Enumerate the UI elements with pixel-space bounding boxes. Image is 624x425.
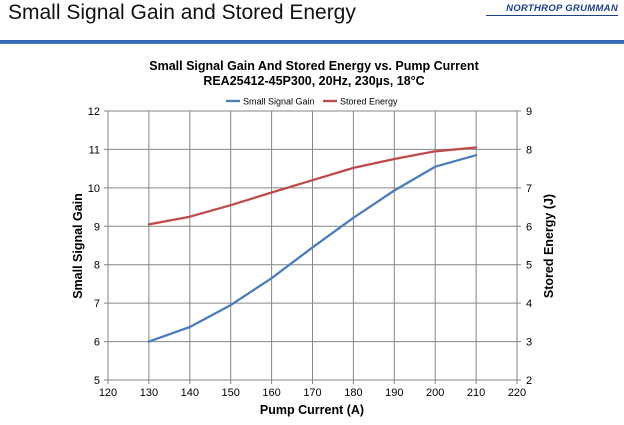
y2-tick-label: 4 xyxy=(526,298,532,310)
y2-tick-label: 2 xyxy=(526,375,532,387)
header-divider xyxy=(0,40,624,44)
legend: Small Signal Gain Stored Energy xyxy=(226,97,398,107)
chart-subtitle: REA25412-45P300, 20Hz, 230µs, 18°C xyxy=(203,74,424,88)
y-tick-label: 8 xyxy=(94,260,100,272)
slide-title: Small Signal Gain and Stored Energy xyxy=(8,1,356,24)
legend-stored-energy-label: Stored Energy xyxy=(340,97,398,107)
y2-tick-label: 7 xyxy=(526,183,532,195)
x-tick-label: 140 xyxy=(181,387,199,399)
stored-energy-line xyxy=(147,146,478,226)
grid xyxy=(104,110,521,384)
y2-tick-label: 5 xyxy=(526,260,532,272)
x-tick-label: 150 xyxy=(222,387,240,399)
x-tick-label: 220 xyxy=(508,387,526,399)
y-tick-label: 12 xyxy=(88,106,100,118)
y-tick-label: 10 xyxy=(88,183,100,195)
plot-frame xyxy=(107,110,518,381)
y2-tick-label: 6 xyxy=(526,221,532,233)
y-tick-label: 7 xyxy=(94,298,100,310)
x-tick-label: 120 xyxy=(99,387,117,399)
tick-labels: 120 130 140 150 160 170 180 190 200 210 220 5 6 7 8 9 10… xyxy=(88,106,532,399)
x-tick-label: 210 xyxy=(467,387,485,399)
x-tick-label: 130 xyxy=(140,387,158,399)
y2-tick-label: 8 xyxy=(526,144,532,156)
y2-tick-label: 9 xyxy=(526,106,532,118)
y-tick-label: 11 xyxy=(89,144,100,156)
y-tick-label: 6 xyxy=(94,337,100,349)
y-axis-label: Small Signal Gain xyxy=(71,193,85,299)
legend-small-signal-gain-label: Small Signal Gain xyxy=(243,97,315,107)
x-tick-label: 180 xyxy=(344,387,362,399)
logo-underline xyxy=(486,15,618,16)
x-axis-label: Pump Current (A) xyxy=(260,403,364,417)
y2-axis-label: Stored Energy (J) xyxy=(542,194,556,298)
x-tick-label: 160 xyxy=(262,387,280,399)
series-layer xyxy=(147,146,478,343)
small-signal-gain-line xyxy=(147,154,478,343)
x-tick-label: 190 xyxy=(385,387,403,399)
chart-title: Small Signal Gain And Stored Energy vs. … xyxy=(149,59,479,73)
x-tick-label: 200 xyxy=(426,387,444,399)
y2-tick-label: 3 xyxy=(526,337,532,349)
y-tick-label: 9 xyxy=(94,221,100,233)
x-tick-label: 170 xyxy=(303,387,321,399)
northrop-grumman-logo: NORTHROP GRUMMAN xyxy=(506,3,618,14)
y-tick-label: 5 xyxy=(94,375,100,387)
